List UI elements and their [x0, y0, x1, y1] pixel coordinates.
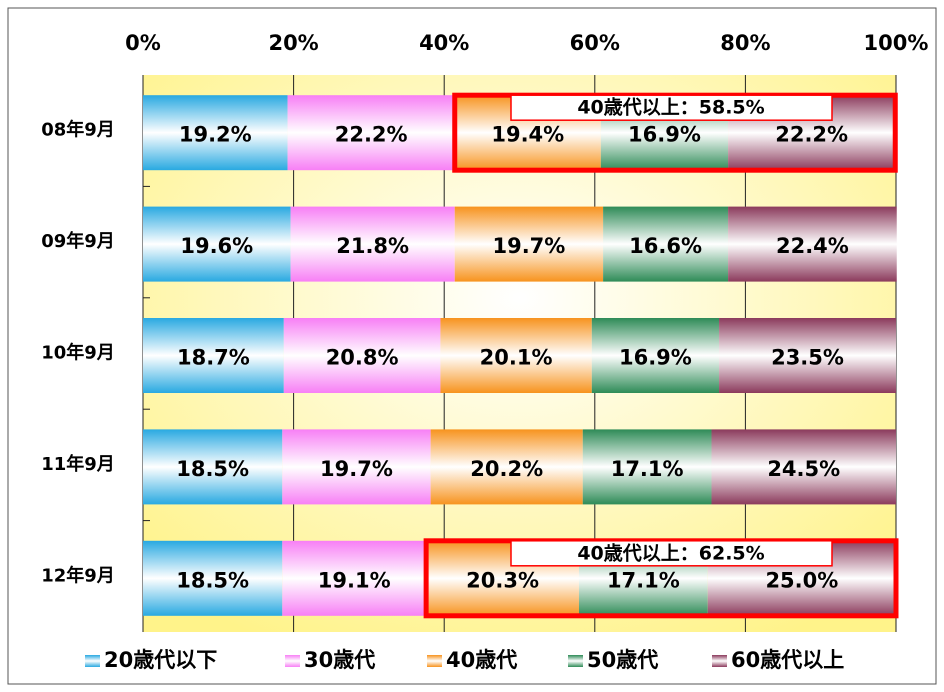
- y-tick-label: 09年9月: [41, 230, 115, 252]
- x-tick-label: 80%: [720, 31, 770, 55]
- y-tick-label: 12年9月: [41, 564, 115, 586]
- bar-segment: [603, 206, 729, 282]
- x-tick-label: 20%: [268, 31, 318, 55]
- data-label: 16.9%: [628, 123, 701, 147]
- annotation-label-bg: [510, 540, 833, 567]
- data-label: 20.2%: [470, 457, 543, 481]
- x-tick-label: 100%: [864, 31, 929, 55]
- data-label: 25.0%: [765, 568, 838, 592]
- annotation-label-bg: [510, 94, 833, 121]
- data-label: 19.7%: [320, 457, 393, 481]
- data-label: 21.8%: [336, 234, 409, 258]
- bar-segment: [582, 429, 712, 505]
- bar-segment: [430, 429, 583, 505]
- bar-segment: [143, 318, 284, 393]
- data-label: 20.8%: [326, 346, 399, 370]
- data-label: 18.7%: [177, 346, 250, 370]
- legend-swatch: [427, 655, 442, 667]
- data-label: 19.4%: [491, 123, 564, 147]
- data-label: 20.3%: [466, 568, 539, 592]
- data-label: 19.1%: [318, 568, 391, 592]
- bar-segment: [454, 206, 604, 282]
- annotation: 40歳代以上：62.5%: [577, 542, 764, 564]
- bar-segment: [591, 318, 720, 393]
- data-label: 17.1%: [607, 568, 680, 592]
- data-label: 22.2%: [775, 123, 848, 147]
- bar-segment: [719, 318, 896, 393]
- bar-segment: [283, 318, 441, 393]
- x-tick-label: 40%: [419, 31, 469, 55]
- bar-segment: [290, 206, 455, 282]
- legend-label: 20歳代以下: [104, 648, 217, 672]
- bar-segment: [711, 429, 896, 505]
- bar-segment: [143, 540, 283, 616]
- data-label: 18.5%: [176, 568, 249, 592]
- x-tick-label: 60%: [570, 31, 620, 55]
- bar-segment: [440, 318, 592, 393]
- y-tick-label: 10年9月: [41, 342, 115, 364]
- annotation: 40歳代以上：58.5%: [577, 97, 764, 119]
- data-label: 22.2%: [335, 123, 408, 147]
- legend-swatch: [285, 655, 300, 667]
- bar-segment: [143, 95, 288, 171]
- data-label: 16.9%: [619, 346, 692, 370]
- legend-label: 30歳代: [304, 648, 375, 672]
- data-label: 20.1%: [480, 346, 553, 370]
- legend-swatch: [712, 655, 727, 667]
- legend-label: 60歳代以上: [731, 648, 844, 672]
- bar-segment: [282, 429, 431, 505]
- legend-label: 40歳代: [446, 648, 517, 672]
- bar-segment: [287, 95, 455, 171]
- data-label: 18.5%: [176, 457, 249, 481]
- legend-swatch: [568, 655, 583, 667]
- y-tick-label: 08年9月: [41, 119, 115, 141]
- data-label: 22.4%: [776, 234, 849, 258]
- data-label: 16.6%: [629, 234, 702, 258]
- bar-segment: [728, 206, 897, 282]
- x-tick-label: 0%: [125, 31, 161, 55]
- data-label: 17.1%: [611, 457, 684, 481]
- bar-segment: [143, 429, 283, 505]
- legend-label: 50歳代: [587, 648, 658, 672]
- bar-segment: [282, 540, 427, 616]
- legend-swatch: [85, 655, 100, 667]
- data-label: 19.2%: [179, 123, 252, 147]
- data-label: 23.5%: [771, 346, 844, 370]
- data-label: 24.5%: [767, 457, 840, 481]
- data-label: 19.7%: [492, 234, 565, 258]
- bar-segment: [143, 206, 291, 282]
- data-label: 19.6%: [180, 234, 253, 258]
- y-tick-label: 11年9月: [41, 453, 115, 475]
